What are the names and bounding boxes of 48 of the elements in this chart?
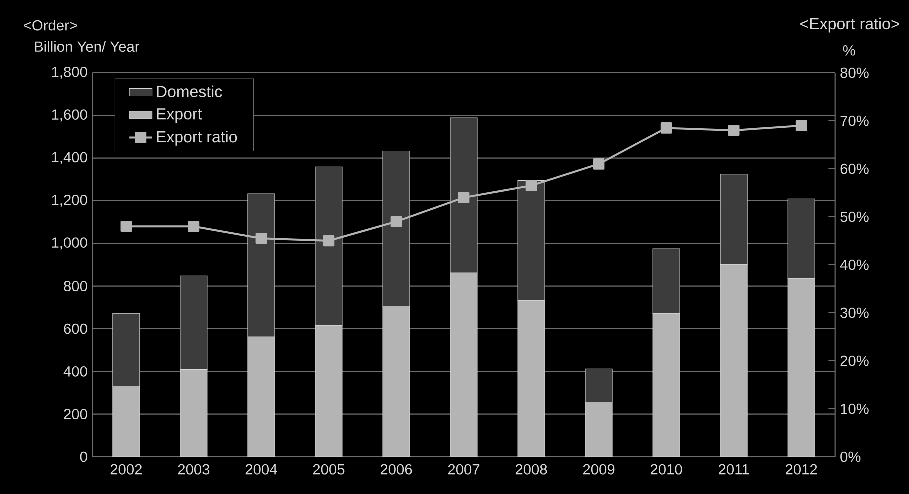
x-tick-label: 2006 (380, 464, 412, 475)
y2-tick-label: 20% (840, 356, 869, 366)
y-tick-label: 1,000 (52, 238, 88, 250)
y-tick-label: 800 (64, 281, 88, 292)
point (323, 235, 335, 247)
y-axis-title: <Order> (24, 20, 78, 31)
y2-axis-title: <Export ratio> (800, 18, 900, 33)
y2-tick-label: 80% (840, 68, 869, 78)
y2-tick-label: 50% (840, 212, 869, 222)
x-tick-label: 2003 (178, 464, 210, 475)
point (256, 232, 268, 244)
text: % (843, 46, 856, 56)
x-tick-label: 2002 (110, 464, 142, 475)
y-tick-label: 600 (64, 324, 88, 334)
text: Billion Yen/ Year (35, 41, 140, 52)
y2-tick-label: 40% (840, 260, 869, 270)
point (593, 158, 605, 170)
y2-tick-label: 70% (840, 116, 869, 126)
y2-tick-label: 0% (840, 452, 861, 462)
x-tick-label: 2010 (650, 464, 682, 475)
legend-label: Domestic (157, 86, 222, 98)
x-tick-label: 2008 (516, 464, 548, 475)
x-tick-label: 2007 (448, 464, 480, 475)
x-tick-label: 2004 (246, 464, 278, 475)
point (728, 124, 740, 136)
x-tick-label: 2012 (786, 464, 818, 475)
point (390, 216, 402, 228)
x-tick-label: 2011 (719, 464, 750, 475)
legend-label: Export (157, 108, 202, 123)
x-tick-label: 2009 (583, 464, 615, 475)
point (660, 122, 672, 134)
y-tick-label: 400 (64, 366, 88, 377)
y-tick-label: 1,200 (52, 194, 88, 208)
y-tick-label: 1,600 (52, 110, 88, 122)
y-tick-label: 200 (64, 409, 88, 420)
x-tick-label: 2005 (313, 464, 345, 475)
y-tick-label: 1,400 (52, 152, 88, 164)
point (188, 220, 200, 232)
y2-tick-label: 30% (840, 308, 869, 318)
point (120, 220, 132, 232)
legend-label: Export ratio (157, 130, 238, 146)
y2-tick-label: 10% (841, 404, 869, 414)
y2-tick-label: 60% (840, 164, 869, 174)
y-tick-label: 0 (80, 452, 88, 462)
point (458, 192, 470, 204)
point (796, 120, 808, 132)
point (526, 180, 538, 192)
y-tick-label: 1,800 (52, 66, 88, 80)
